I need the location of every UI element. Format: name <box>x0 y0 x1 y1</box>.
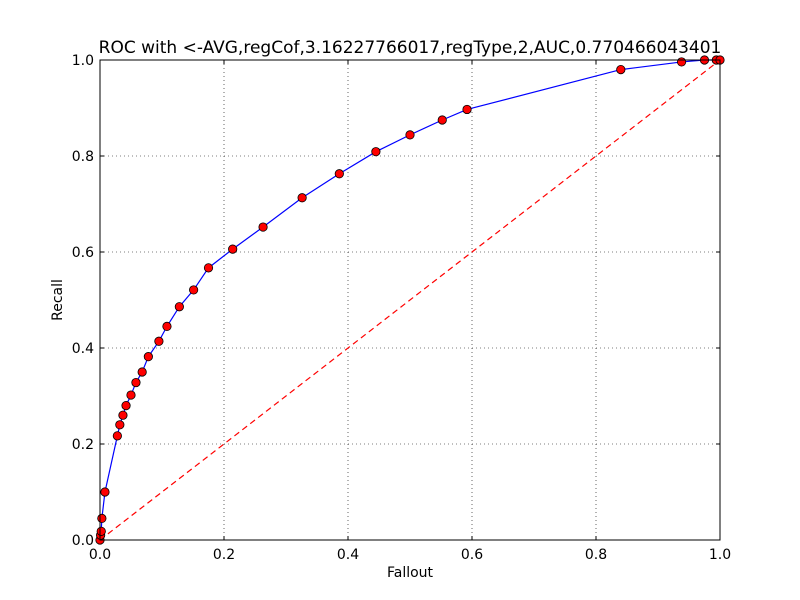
roc-point <box>228 244 238 254</box>
roc-point <box>154 336 164 346</box>
roc-point <box>203 263 214 273</box>
chart-title: ROC with <-AVG,regCof,3.16227766017,regT… <box>99 38 722 58</box>
roc-point <box>297 193 307 203</box>
roc-point <box>258 222 268 232</box>
roc-point <box>143 352 153 362</box>
y-tick-label: 0.2 <box>72 437 94 453</box>
roc-point <box>100 487 110 497</box>
roc-point <box>131 377 141 388</box>
plot-area <box>99 59 721 541</box>
roc-point <box>405 130 415 140</box>
roc-point <box>97 513 107 524</box>
roc-point <box>126 390 136 400</box>
roc-markers <box>95 55 725 545</box>
roc-point <box>676 57 687 67</box>
x-tick-label: 1.0 <box>709 547 731 563</box>
x-axis-label: Fallout <box>387 565 434 581</box>
roc-point <box>616 65 626 75</box>
x-tick-label: 0.4 <box>337 547 359 563</box>
baseline-line <box>99 59 721 541</box>
roc-point <box>334 169 344 179</box>
x-tick-label: 0.2 <box>213 547 235 563</box>
roc-point <box>189 285 199 295</box>
roc-point <box>118 410 128 420</box>
roc-point <box>96 526 106 536</box>
roc-point <box>174 302 184 312</box>
y-tick-label: 0.0 <box>72 533 94 549</box>
roc-point <box>462 104 472 115</box>
axis-ticks: 0.0 0.2 0.4 0.6 0.8 1.0 0.0 0.2 0.4 0.6 0.8 1.0 <box>72 53 731 563</box>
x-tick-label: 0.8 <box>585 547 607 563</box>
grid-lines <box>100 60 720 540</box>
roc-point <box>437 115 447 125</box>
roc-point <box>112 431 122 441</box>
roc-point <box>115 420 125 430</box>
y-tick-label: 1.0 <box>72 53 94 69</box>
y-tick-label: 0.6 <box>72 245 94 261</box>
roc-point <box>121 400 131 411</box>
x-tick-label: 0.0 <box>89 547 111 563</box>
roc-point <box>162 321 172 331</box>
baseline-series <box>99 59 721 541</box>
y-tick-label: 0.4 <box>72 341 94 357</box>
y-tick-label: 0.8 <box>72 149 94 165</box>
roc-point <box>137 367 147 377</box>
y-axis-label: Recall <box>50 279 66 321</box>
roc-point <box>371 147 381 157</box>
x-tick-label: 0.6 <box>461 547 483 563</box>
